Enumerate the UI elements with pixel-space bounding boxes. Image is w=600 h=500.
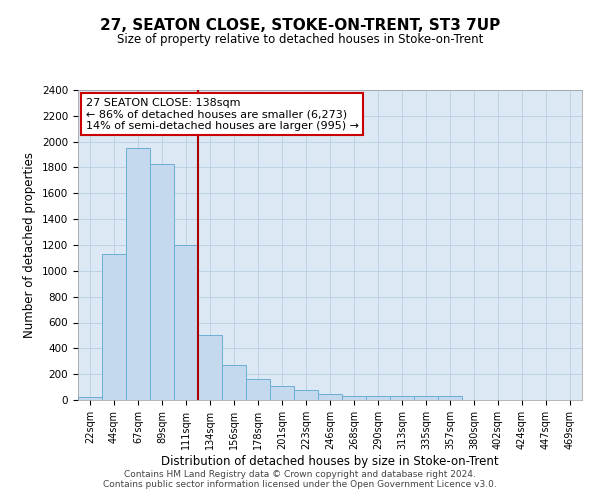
Bar	[366, 396, 390, 400]
Bar	[198, 336, 222, 400]
Text: Contains HM Land Registry data © Crown copyright and database right 2024.: Contains HM Land Registry data © Crown c…	[124, 470, 476, 479]
Bar	[414, 396, 438, 400]
Bar	[126, 148, 150, 400]
Bar	[222, 365, 246, 400]
Bar	[318, 394, 342, 400]
Bar	[270, 386, 294, 400]
Bar	[342, 396, 366, 400]
Bar	[294, 390, 318, 400]
Bar	[78, 397, 102, 400]
Text: 27, SEATON CLOSE, STOKE-ON-TRENT, ST3 7UP: 27, SEATON CLOSE, STOKE-ON-TRENT, ST3 7U…	[100, 18, 500, 32]
Bar	[246, 380, 270, 400]
Bar	[174, 245, 198, 400]
Bar	[150, 164, 174, 400]
Bar	[390, 396, 414, 400]
Text: Contains public sector information licensed under the Open Government Licence v3: Contains public sector information licen…	[103, 480, 497, 489]
Bar	[438, 396, 462, 400]
Y-axis label: Number of detached properties: Number of detached properties	[23, 152, 37, 338]
X-axis label: Distribution of detached houses by size in Stoke-on-Trent: Distribution of detached houses by size …	[161, 454, 499, 468]
Text: 27 SEATON CLOSE: 138sqm
← 86% of detached houses are smaller (6,273)
14% of semi: 27 SEATON CLOSE: 138sqm ← 86% of detache…	[86, 98, 359, 131]
Text: Size of property relative to detached houses in Stoke-on-Trent: Size of property relative to detached ho…	[117, 32, 483, 46]
Bar	[102, 254, 126, 400]
